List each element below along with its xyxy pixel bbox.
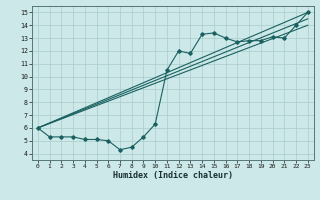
X-axis label: Humidex (Indice chaleur): Humidex (Indice chaleur): [113, 171, 233, 180]
